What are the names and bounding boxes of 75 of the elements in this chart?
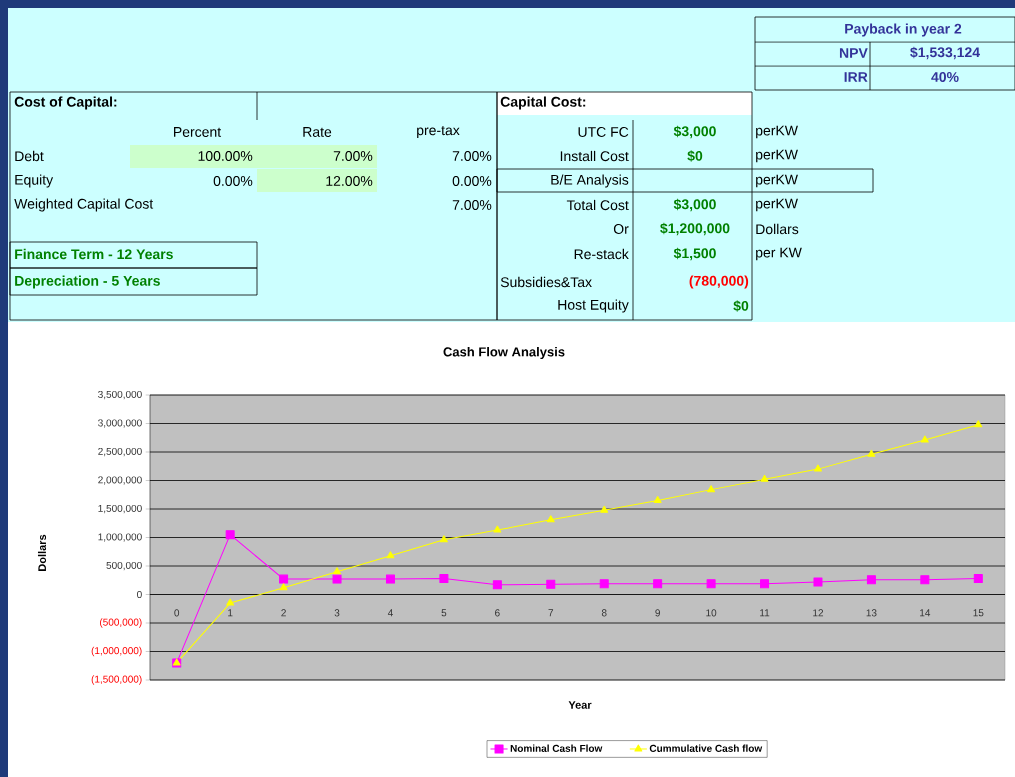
text: Payback in year 2 [845,23,962,37]
text: Rate [303,127,332,137]
text: pre-tax [417,126,460,138]
x-tick-label: 2 [281,609,286,617]
text: $0 [733,300,749,312]
text: Dollars [756,223,799,235]
text: $0 [687,150,703,162]
text: 40% [931,72,959,82]
text: IRR [844,72,868,82]
text: NPV [839,48,868,58]
x-tick-label: 13 [866,609,877,617]
text: Depreciation - 5 Years [15,275,160,289]
x-tick-label: 4 [387,609,393,617]
text: 0.00% [452,176,492,186]
x-tick-label: 15 [973,609,984,617]
text: Re-stack [574,248,629,260]
text: perKW [756,149,798,163]
text: 12.00% [326,176,373,186]
text: B/E Analysis [551,174,629,188]
x-tick-label: 12 [813,609,824,617]
y-tick-label: (1,500,000) [91,675,142,685]
text: perKW [756,174,798,188]
text: $3,000 [673,198,716,212]
text: Total Cost [566,199,629,211]
text: perKW [756,125,798,139]
y-tick-label: 3,500,000 [98,390,142,400]
legend-label: Cummulative Cash flow [649,744,763,752]
text: Or [613,224,629,234]
y-tick-label: 0 [137,590,142,599]
text: Weighted Capital Cost [14,198,154,212]
y-tick-label: 3,000,000 [98,419,142,428]
text: Percent [174,127,222,137]
text: 7.00% [452,200,492,210]
text: 7.00% [333,151,373,161]
text: UTC FC [578,127,629,137]
x-axis-title: Year [568,701,592,709]
text: perKW [756,198,798,212]
text: $1,500 [673,247,716,261]
text: Host Equity [558,299,629,313]
text: $1,533,124 [910,46,980,60]
x-tick-label: 5 [441,609,447,617]
text: Cost of Capital: [14,96,117,110]
text: Equity [15,174,54,188]
y-tick-label: 500,000 [106,561,142,571]
x-tick-label: 11 [760,609,770,617]
y-tick-label: 2,500,000 [98,447,142,457]
legend-label: Nominal Cash Flow [510,744,603,752]
x-tick-label: 0 [174,609,180,617]
x-tick-label: 8 [601,609,607,617]
text: $1,200,000 [660,222,730,236]
text: Install Cost [560,150,629,162]
x-tick-label: 9 [655,609,660,617]
text: Capital Cost: [500,96,586,110]
y-tick-label: (500,000) [100,618,142,628]
text: 0.00% [213,176,253,186]
text: Finance Term - 12 Years [15,248,173,260]
x-tick-label: 10 [706,609,717,617]
text: 7.00% [452,151,492,161]
x-tick-label: 1 [228,609,233,617]
text: Subsidies&Tax [500,276,592,288]
y-tick-label: 1,000,000 [98,533,142,542]
y-tick-label: 2,000,000 [98,476,142,485]
chart-title: Cash Flow Analysis [443,346,565,360]
y-tick-label: (1,000,000) [91,646,142,657]
x-tick-label: 3 [334,609,340,617]
text: $3,000 [673,125,716,139]
x-tick-label: 14 [920,609,931,617]
text: (780,000) [689,275,749,289]
y-axis-title: Dollars [37,534,47,571]
text: Debt [15,150,44,162]
y-tick-label: 1,500,000 [98,504,142,514]
text: per KW [756,247,802,261]
text: 100.00% [198,151,253,161]
x-tick-label: 6 [495,609,500,617]
x-tick-label: 7 [548,609,554,617]
